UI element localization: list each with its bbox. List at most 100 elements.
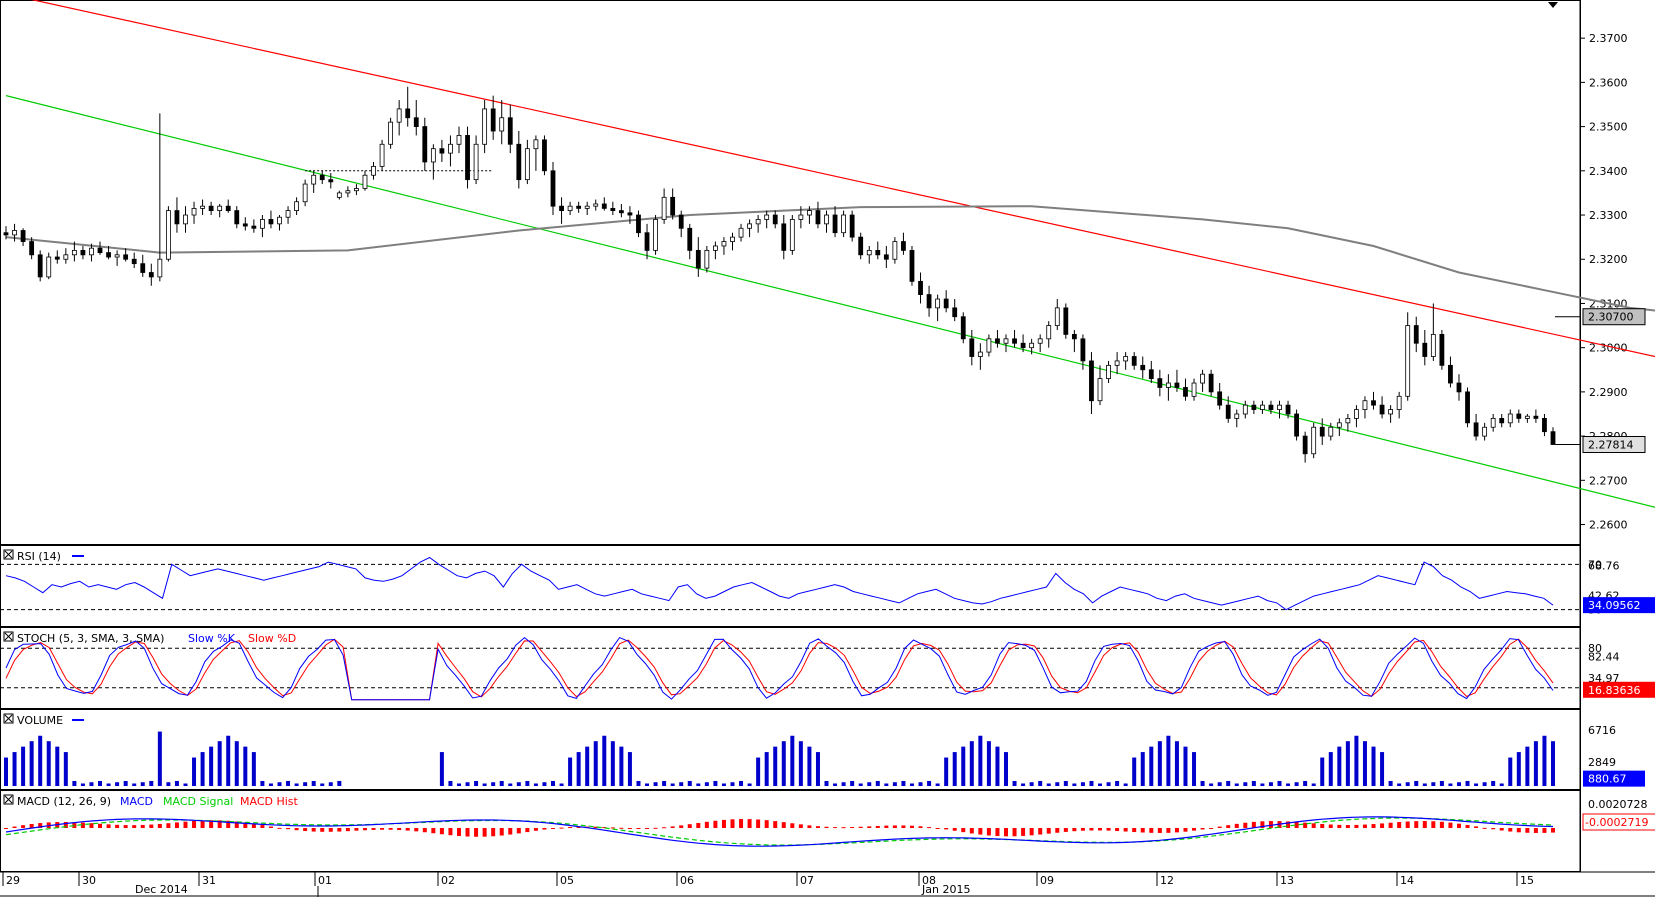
volume-bar [1482, 782, 1487, 786]
candle-body [242, 223, 248, 227]
macd-hist-bar [1414, 821, 1419, 828]
volume-bar [576, 752, 581, 786]
volume-bar [1405, 782, 1410, 786]
macd-hist-bar [80, 822, 85, 828]
volume-bar [551, 780, 556, 786]
candle-body [328, 179, 334, 183]
volume-bar [687, 780, 692, 786]
macd-hist-bar [1003, 828, 1008, 837]
day-label: 31 [202, 874, 216, 887]
macd-hist-bar [1251, 821, 1256, 828]
candle-body [1311, 426, 1317, 455]
day-label: 07 [800, 874, 814, 887]
volume-bar [568, 757, 573, 786]
macd-hist-bar [1106, 828, 1111, 831]
volume-bar [491, 782, 496, 786]
volume-bar [1055, 782, 1060, 786]
volume-bar [268, 783, 273, 786]
volume-bar [217, 741, 222, 786]
scroll-marker-icon [1548, 2, 1558, 8]
volume-bar [1337, 746, 1342, 786]
volume-bar [1508, 757, 1513, 786]
volume-bar [764, 752, 769, 786]
volume-bar [935, 783, 940, 786]
volume-bar [696, 783, 701, 786]
macd-hist-bar [1132, 828, 1137, 833]
volume-bar [1439, 780, 1444, 786]
macd-hist-bar [610, 827, 615, 829]
candle-body [1294, 413, 1299, 437]
volume-bar [1397, 783, 1402, 786]
volume-bar [713, 780, 718, 786]
candle-body [1516, 413, 1522, 419]
volume-bar [978, 735, 983, 786]
volume-bar [1106, 782, 1111, 786]
macd-hist-bar [525, 828, 530, 833]
macd-hist-bar [927, 827, 932, 829]
volume-tick-label: 6716 [1588, 724, 1616, 737]
macd-hist-bar [482, 828, 487, 837]
volume-bar [918, 782, 923, 786]
macd-hist-bar [909, 825, 914, 828]
candle-body [354, 188, 359, 192]
candle-body [1080, 338, 1086, 362]
candle-body [1490, 418, 1496, 428]
macd-hist-bar [1508, 828, 1513, 832]
volume-bar [183, 783, 188, 786]
volume-bar [1115, 780, 1120, 786]
candle-body [815, 210, 821, 225]
candle-body [653, 219, 658, 251]
candle-body [730, 236, 735, 242]
volume-bar [337, 780, 342, 786]
macd-hist-bar [1525, 828, 1530, 833]
volume-bar [1046, 783, 1051, 786]
candle-body [413, 117, 419, 127]
macd-hist-bar [1362, 824, 1367, 828]
volume-bar [944, 757, 949, 786]
price-tick-label: 2.3300 [1589, 209, 1628, 222]
candle-body [157, 258, 163, 278]
macd-hist-bar [226, 820, 231, 828]
volume-bar [995, 746, 1000, 786]
last-badge-text: 2.27814 [1588, 438, 1634, 451]
volume-bar [1268, 782, 1273, 786]
volume-bar [1166, 735, 1171, 786]
macd-hist-bar [824, 826, 829, 828]
macd-hist-bar [1038, 828, 1043, 835]
day-label: 30 [82, 874, 96, 887]
macd-hist-bar [807, 825, 812, 828]
macd-hist-bar [636, 828, 641, 829]
macd-hist-bar [431, 828, 436, 834]
candle-body [901, 241, 906, 251]
volume-bar [508, 783, 513, 786]
day-label: 02 [441, 874, 455, 887]
candle-body [1234, 413, 1240, 419]
stoch-toggle-x [4, 632, 13, 641]
volume-bar [29, 741, 34, 786]
volume-bar [46, 741, 51, 786]
candle-body [140, 263, 146, 273]
candle-body [567, 205, 573, 211]
volume-bar [619, 746, 624, 786]
candle-body [601, 203, 607, 209]
macd-hist-bar [149, 824, 154, 828]
macd-hist-bar [978, 828, 983, 835]
volume-bar [1012, 780, 1017, 786]
macd-hist-bar [986, 828, 991, 836]
candle-body [1371, 400, 1376, 406]
candle-body [465, 135, 470, 181]
volume-bar [1243, 782, 1248, 786]
macd-hist-bar [961, 828, 966, 833]
candle-body [131, 258, 137, 265]
candle-body [721, 241, 727, 247]
candle-body [772, 214, 778, 225]
macd-hist-bar [568, 827, 573, 829]
volume-bar [1226, 780, 1231, 786]
last-badge-box [1582, 435, 1646, 453]
candle-body [618, 210, 624, 214]
candle-body [319, 174, 325, 181]
macd-hist-bar [465, 828, 470, 837]
macd-hist-bar [303, 828, 308, 832]
candle-body [106, 252, 111, 258]
candle-body [1362, 400, 1368, 410]
